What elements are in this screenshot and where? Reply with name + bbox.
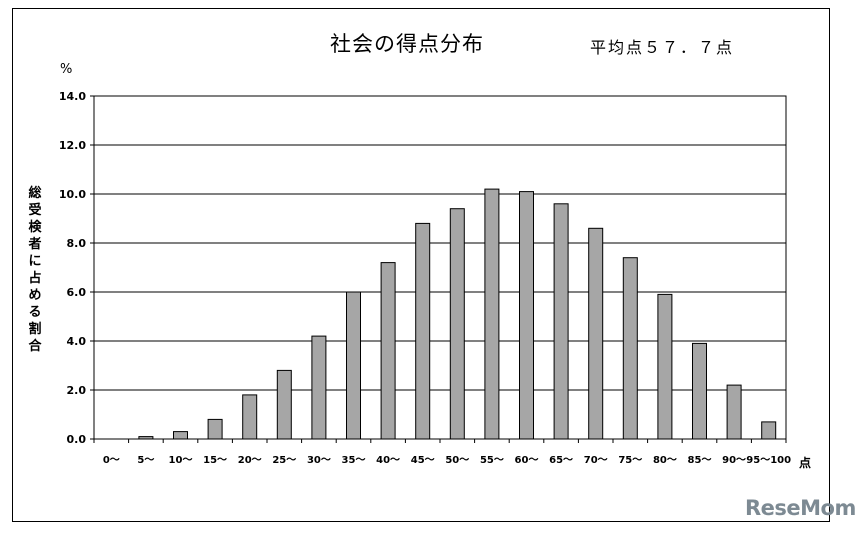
y-unit-label: % xyxy=(60,62,73,77)
x-tick-label: 55～ xyxy=(480,455,504,466)
bar xyxy=(449,208,465,440)
x-tick-label: 90～ xyxy=(722,455,746,466)
y-tick-label: 2.0 xyxy=(67,384,87,397)
chart-title: 社会の得点分布 xyxy=(330,32,484,56)
x-tick-label: 5～ xyxy=(137,455,154,466)
bar xyxy=(415,222,431,440)
y-tick-label: 14.0 xyxy=(59,90,86,103)
x-tick-label: 35～ xyxy=(342,455,366,466)
bar xyxy=(276,369,292,440)
resemom-logo: ReseMom xyxy=(745,496,856,520)
y-axis-label: 総受検者に占める割合 xyxy=(28,186,42,354)
bar xyxy=(173,431,188,440)
y-tick-label: 6.0 xyxy=(67,286,87,299)
x-unit-label: 点 xyxy=(799,456,812,470)
bar xyxy=(519,191,534,440)
x-tick-label: 45～ xyxy=(411,455,435,466)
bar xyxy=(207,418,223,440)
x-tick-label: 75～ xyxy=(618,455,642,466)
bar xyxy=(138,436,154,440)
bar xyxy=(761,421,777,440)
x-tick-label: 80～ xyxy=(653,455,677,466)
x-tick-label: 25～ xyxy=(272,455,296,466)
bar xyxy=(553,203,569,440)
bar xyxy=(622,257,638,440)
x-tick-label: 0～ xyxy=(103,455,120,466)
x-tick-label: 40～ xyxy=(376,455,400,466)
y-tick-label: 8.0 xyxy=(67,237,87,250)
x-tick-label: 10～ xyxy=(169,455,193,466)
x-tick-label: 60～ xyxy=(515,455,539,466)
plot-area xyxy=(93,95,787,440)
x-tick-label: 50～ xyxy=(445,455,469,466)
x-tick-label: 95～100 xyxy=(746,455,791,466)
bar xyxy=(726,384,742,440)
bar xyxy=(484,188,500,440)
bar xyxy=(346,291,361,440)
bar xyxy=(692,342,707,440)
y-tick-label: 0.0 xyxy=(67,433,87,446)
average-score-label: 平均点５７．７点 xyxy=(590,38,735,57)
bar xyxy=(657,293,673,440)
bar xyxy=(311,335,327,440)
x-tick-label: 65～ xyxy=(549,455,573,466)
bar xyxy=(380,262,396,440)
y-tick-label: 10.0 xyxy=(59,188,86,201)
x-tick-label: 15～ xyxy=(203,455,227,466)
bar xyxy=(588,227,604,440)
y-tick-label: 12.0 xyxy=(59,139,86,152)
y-tick-label: 4.0 xyxy=(67,335,87,348)
x-tick-label: 20～ xyxy=(238,455,262,466)
x-tick-label: 30～ xyxy=(307,455,331,466)
bar xyxy=(242,394,258,440)
x-tick-label: 70～ xyxy=(584,455,608,466)
x-tick-label: 85～ xyxy=(688,455,712,466)
